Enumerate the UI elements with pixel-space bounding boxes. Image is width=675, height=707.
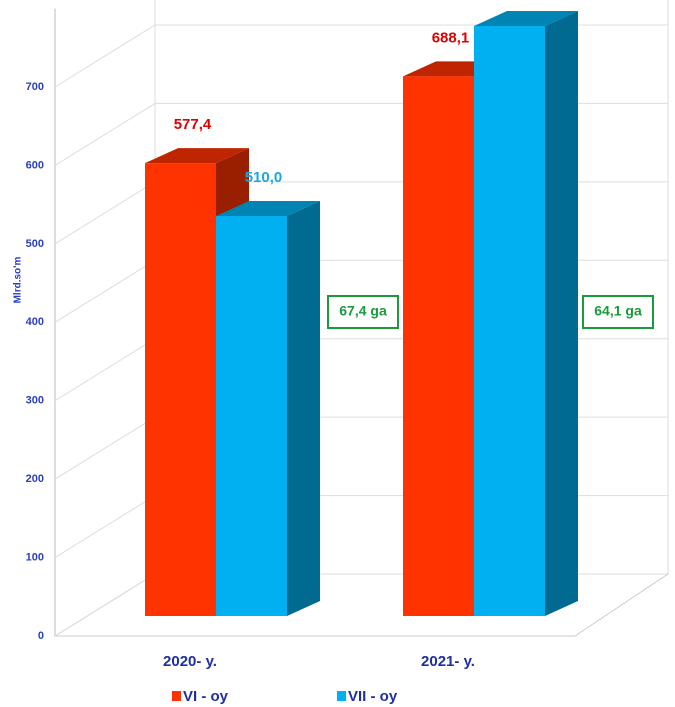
bar-front (145, 163, 216, 616)
bar-side (545, 11, 578, 616)
y-tick-label: 100 (26, 551, 44, 563)
y-tick-label: 300 (26, 395, 44, 407)
legend-swatch (337, 691, 346, 701)
value-label: 688,1 (432, 29, 470, 46)
annotation: 64,1 ga (594, 303, 642, 319)
legend-swatch (172, 691, 181, 701)
y-axis-label: Mlrd.so'm (13, 256, 24, 303)
x-tick-label: 2020- y. (163, 653, 217, 670)
annotation-box (582, 295, 654, 329)
bar-front (403, 76, 474, 616)
bar-top (474, 11, 578, 27)
bar-top (145, 148, 249, 164)
y-tick-label: 200 (26, 473, 44, 485)
y-tick-label: 700 (26, 81, 44, 93)
y-tick-label: 400 (26, 316, 44, 328)
bar-front (474, 26, 545, 616)
legend-label: VI - oy (183, 688, 229, 705)
value-label: 510,0 (245, 169, 283, 186)
y-tick-label: 600 (26, 159, 44, 171)
bar (474, 11, 578, 616)
bar-top (216, 201, 320, 217)
legend-label: VII - oy (348, 688, 398, 705)
annotation: 67,4 ga (339, 303, 387, 319)
bar (216, 201, 320, 616)
bar-front (216, 216, 287, 616)
annotation-box (327, 295, 399, 329)
value-label: 577,4 (174, 116, 212, 133)
x-tick-label: 2021- y. (421, 653, 475, 670)
y-tick-label: 0 (38, 630, 44, 642)
y-tick-label: 500 (26, 238, 44, 250)
bar-side (287, 201, 320, 616)
